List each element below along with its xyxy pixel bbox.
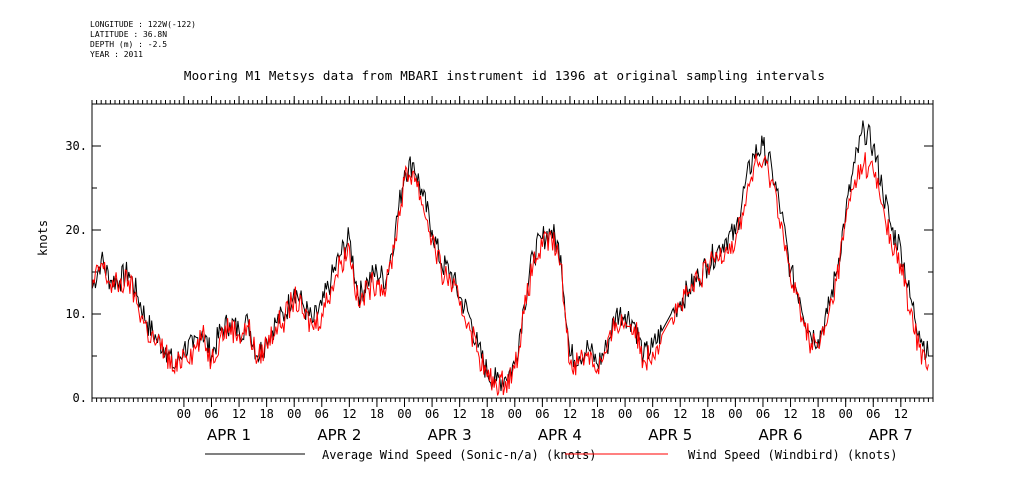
y-tick-label: 30. — [65, 139, 87, 153]
x-day-label: APR 1 — [207, 426, 251, 444]
x-tick-label: 00 — [728, 407, 742, 421]
x-tick-label: 18 — [811, 407, 825, 421]
series-line-2 — [91, 152, 929, 396]
x-tick-label: 18 — [480, 407, 494, 421]
longitude-label: LONGITUDE : 122W(-122) — [90, 20, 196, 29]
x-tick-label: 06 — [645, 407, 659, 421]
x-day-label: APR 2 — [317, 426, 361, 444]
year-label: YEAR : 2011 — [90, 50, 143, 59]
plot-frame — [91, 103, 934, 399]
x-tick-label: 12 — [783, 407, 797, 421]
x-day-label: APR 4 — [538, 426, 582, 444]
x-day-label: APR 5 — [648, 426, 692, 444]
y-tick-label: 10. — [65, 307, 87, 321]
x-tick-label: 06 — [866, 407, 880, 421]
legend-label-2: Wind Speed (Windbird) (knots) — [688, 448, 898, 462]
y-tick-label: 0. — [73, 391, 87, 405]
x-tick-label: 06 — [756, 407, 770, 421]
series-line-1 — [91, 120, 929, 392]
x-day-label: APR 3 — [428, 426, 472, 444]
x-day-label: APR 7 — [869, 426, 913, 444]
chart-title: Mooring M1 Metsys data from MBARI instru… — [183, 68, 826, 83]
legend-label-1: Average Wind Speed (Sonic-n/a) (knots) — [322, 448, 597, 462]
x-tick-label: 18 — [370, 407, 384, 421]
x-tick-label: 06 — [535, 407, 549, 421]
y-tick-label: 20. — [65, 223, 87, 237]
x-tick-label: 12 — [894, 407, 908, 421]
x-tick-label: 00 — [287, 407, 301, 421]
x-tick-label: 06 — [425, 407, 439, 421]
x-tick-label: 18 — [590, 407, 604, 421]
x-tick-label: 12 — [342, 407, 356, 421]
x-tick-label: 12 — [232, 407, 246, 421]
latitude-label: LATITUDE : 36.8N — [90, 30, 168, 39]
x-tick-label: 00 — [838, 407, 852, 421]
x-tick-label: 18 — [701, 407, 715, 421]
x-tick-label: 06 — [204, 407, 218, 421]
x-tick-label: 12 — [673, 407, 687, 421]
x-day-label: APR 6 — [759, 426, 803, 444]
x-tick-label: 00 — [177, 407, 191, 421]
x-tick-label: 18 — [259, 407, 273, 421]
x-tick-label: 12 — [452, 407, 466, 421]
x-tick-label: 00 — [508, 407, 522, 421]
x-tick-label: 00 — [618, 407, 632, 421]
x-tick-label: 06 — [315, 407, 329, 421]
x-tick-label: 00 — [397, 407, 411, 421]
x-tick-label: 12 — [563, 407, 577, 421]
depth-label: DEPTH (m) : -2.5 — [90, 40, 168, 49]
